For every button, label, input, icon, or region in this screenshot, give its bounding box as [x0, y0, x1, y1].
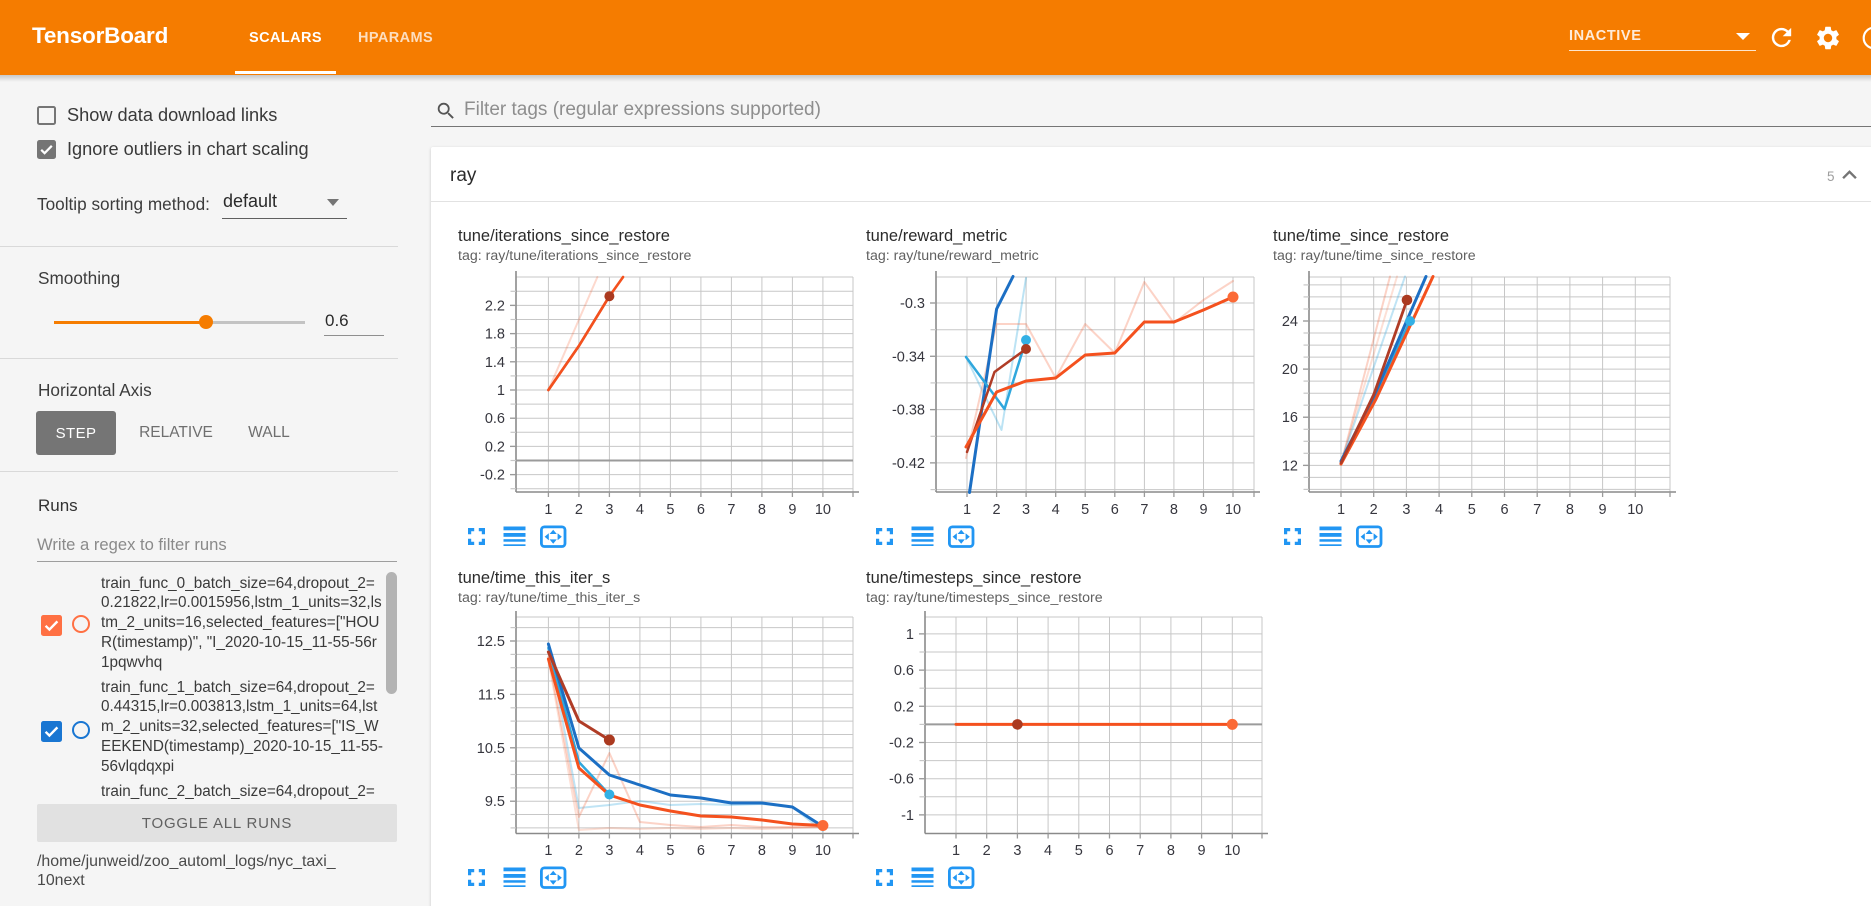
svg-text:16: 16: [1282, 410, 1298, 426]
svg-text:9: 9: [788, 502, 796, 518]
svg-text:1: 1: [544, 502, 552, 518]
svg-text:9: 9: [1198, 843, 1206, 859]
svg-text:4: 4: [636, 502, 644, 518]
svg-text:3: 3: [605, 843, 613, 859]
svg-text:7: 7: [727, 843, 735, 859]
svg-text:3: 3: [605, 502, 613, 518]
svg-text:6: 6: [697, 502, 705, 518]
svg-text:9: 9: [1599, 502, 1607, 518]
svg-text:10: 10: [1627, 502, 1643, 518]
svg-text:10.5: 10.5: [477, 741, 505, 757]
svg-text:-0.3: -0.3: [900, 296, 925, 312]
svg-text:2: 2: [575, 502, 583, 518]
svg-text:1: 1: [952, 843, 960, 859]
svg-text:tag: ray/tune/reward_metric: tag: ray/tune/reward_metric: [866, 248, 1039, 264]
svg-text:-0.42: -0.42: [892, 456, 925, 472]
svg-text:3: 3: [1402, 502, 1410, 518]
svg-text:0.6: 0.6: [485, 411, 505, 427]
svg-text:5: 5: [1081, 502, 1089, 518]
svg-text:1: 1: [497, 383, 505, 399]
svg-text:tune/reward_metric: tune/reward_metric: [866, 227, 1007, 245]
svg-text:7: 7: [1140, 502, 1148, 518]
svg-text:8: 8: [1170, 502, 1178, 518]
svg-text:12: 12: [1282, 458, 1298, 474]
svg-text:1.4: 1.4: [485, 355, 505, 371]
svg-text:2: 2: [983, 843, 991, 859]
svg-text:5: 5: [666, 502, 674, 518]
svg-text:6: 6: [1111, 502, 1119, 518]
svg-text:4: 4: [636, 843, 644, 859]
svg-text:7: 7: [1136, 843, 1144, 859]
svg-text:9.5: 9.5: [485, 794, 505, 810]
svg-text:9: 9: [788, 843, 796, 859]
svg-text:0.2: 0.2: [894, 699, 914, 715]
svg-text:1: 1: [906, 627, 914, 643]
svg-text:-0.2: -0.2: [889, 736, 914, 752]
svg-text:20: 20: [1282, 362, 1298, 378]
svg-text:0.2: 0.2: [485, 439, 505, 455]
svg-text:8: 8: [1167, 843, 1175, 859]
svg-text:10: 10: [1224, 843, 1240, 859]
svg-text:10: 10: [1225, 502, 1241, 518]
svg-text:1: 1: [544, 843, 552, 859]
svg-text:5: 5: [666, 843, 674, 859]
svg-text:3: 3: [1022, 502, 1030, 518]
svg-text:tag: ray/tune/time_this_iter_s: tag: ray/tune/time_this_iter_s: [458, 590, 640, 606]
svg-text:1.8: 1.8: [485, 327, 505, 343]
svg-text:5: 5: [1075, 843, 1083, 859]
svg-text:9: 9: [1199, 502, 1207, 518]
svg-text:-0.2: -0.2: [480, 468, 505, 484]
svg-text:-0.34: -0.34: [892, 349, 925, 365]
svg-text:tune/iterations_since_restore: tune/iterations_since_restore: [458, 227, 670, 245]
svg-text:8: 8: [758, 502, 766, 518]
svg-text:3: 3: [1013, 843, 1021, 859]
svg-text:10: 10: [815, 502, 831, 518]
svg-text:4: 4: [1044, 843, 1052, 859]
svg-text:1: 1: [963, 502, 971, 518]
svg-text:4: 4: [1052, 502, 1060, 518]
svg-text:2: 2: [1370, 502, 1378, 518]
svg-text:6: 6: [1500, 502, 1508, 518]
svg-text:tag: ray/tune/time_since_resto: tag: ray/tune/time_since_restore: [1273, 248, 1476, 264]
svg-text:1: 1: [1337, 502, 1345, 518]
svg-text:5: 5: [1468, 502, 1476, 518]
svg-text:tag: ray/tune/iterations_since: tag: ray/tune/iterations_since_restore: [458, 248, 692, 264]
svg-text:8: 8: [758, 843, 766, 859]
svg-text:10: 10: [815, 843, 831, 859]
svg-text:8: 8: [1566, 502, 1574, 518]
svg-text:6: 6: [697, 843, 705, 859]
svg-text:2: 2: [575, 843, 583, 859]
svg-text:tag: ray/tune/timesteps_since_: tag: ray/tune/timesteps_since_restore: [866, 590, 1103, 606]
svg-text:0.6: 0.6: [894, 663, 914, 679]
svg-text:tune/time_since_restore: tune/time_since_restore: [1273, 227, 1449, 245]
svg-text:11.5: 11.5: [478, 687, 505, 703]
svg-text:24: 24: [1282, 314, 1298, 330]
svg-text:7: 7: [727, 502, 735, 518]
svg-text:2: 2: [993, 502, 1001, 518]
svg-text:tune/time_this_iter_s: tune/time_this_iter_s: [458, 569, 610, 587]
svg-text:-1: -1: [901, 808, 914, 824]
svg-text:-0.38: -0.38: [892, 403, 925, 419]
svg-text:4: 4: [1435, 502, 1443, 518]
svg-text:-0.6: -0.6: [889, 772, 914, 788]
svg-text:6: 6: [1105, 843, 1113, 859]
svg-text:12.5: 12.5: [477, 634, 505, 650]
svg-text:tune/timesteps_since_restore: tune/timesteps_since_restore: [866, 569, 1082, 587]
svg-text:2.2: 2.2: [485, 298, 505, 314]
svg-text:7: 7: [1533, 502, 1541, 518]
